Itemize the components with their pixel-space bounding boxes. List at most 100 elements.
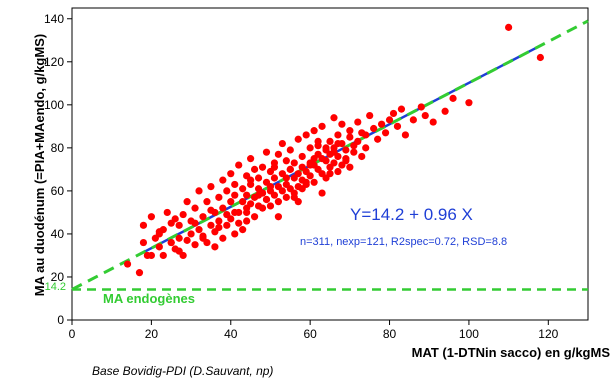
data-point [191, 241, 199, 249]
data-point [155, 228, 163, 236]
data-point [223, 187, 231, 195]
data-point [250, 165, 259, 173]
data-point [366, 111, 374, 120]
data-point [389, 109, 398, 118]
data-point [231, 191, 239, 199]
data-point [254, 174, 263, 182]
data-point [203, 198, 211, 206]
data-point [227, 215, 235, 223]
x-tick-label: 20 [145, 327, 159, 341]
regression-stats: n=311, nexp=121, R2spec=0.72, RSD=8.8 [300, 236, 507, 248]
axes: 0 20 40 60 80 100 120 0 20 40 60 80 100 120 140 [44, 12, 559, 341]
x-axis-title: MAT (1-DTNin sacco) en g/kgMS [412, 345, 611, 360]
data-point [266, 182, 275, 191]
data-point [302, 131, 310, 139]
data-point [270, 191, 279, 199]
y-tick-label: 40 [51, 227, 65, 241]
data-point [409, 116, 417, 124]
x-tick-label: 100 [459, 327, 479, 341]
data-point [195, 226, 203, 234]
y-tick-label: 80 [51, 141, 65, 155]
data-point [231, 230, 239, 238]
data-point [330, 159, 338, 167]
data-point [270, 174, 279, 182]
x-tick-label: 80 [383, 327, 397, 341]
y-tick-label: 60 [51, 184, 65, 198]
data-point [358, 152, 366, 161]
data-point [159, 251, 167, 260]
data-point [231, 208, 239, 217]
data-point [334, 131, 342, 139]
data-point [278, 139, 286, 148]
data-point [374, 135, 382, 143]
plot-frame [71, 7, 589, 321]
data-point [227, 198, 235, 206]
data-point [282, 157, 290, 165]
data-point [139, 221, 148, 229]
intercept-label: 14.2 [45, 281, 66, 293]
data-point [239, 226, 247, 234]
data-point [298, 152, 306, 161]
data-point [318, 189, 326, 197]
data-point [314, 137, 322, 146]
data-point [163, 208, 171, 217]
data-point [370, 124, 378, 133]
data-point [278, 187, 286, 195]
data-point [449, 94, 457, 102]
data-point [417, 103, 425, 111]
data-point [175, 221, 183, 229]
data-point [346, 133, 354, 141]
data-point [318, 122, 326, 130]
data-point [330, 114, 338, 122]
data-point [362, 144, 370, 152]
data-point [326, 170, 334, 178]
data-point [330, 148, 338, 156]
data-point [239, 185, 247, 193]
data-point [334, 139, 342, 148]
y-tick-label: 140 [44, 12, 64, 26]
data-point [282, 174, 290, 182]
source-caption: Base Bovidig-PDI (D.Sauvant, np) [92, 364, 273, 378]
data-point [266, 202, 275, 210]
data-point [334, 167, 342, 176]
data-point [175, 234, 183, 242]
data-point [306, 144, 314, 152]
data-point [179, 210, 187, 219]
x-tick-label: 60 [303, 327, 317, 341]
data-point [219, 176, 227, 184]
data-point [362, 131, 370, 139]
x-tick-label: 0 [69, 327, 76, 341]
data-point [207, 221, 215, 229]
data-point [195, 187, 203, 195]
data-point [346, 163, 354, 171]
data-point [215, 217, 223, 225]
data-point [354, 137, 362, 146]
data-point [290, 159, 298, 167]
data-point [223, 221, 231, 229]
data-point [191, 204, 199, 212]
data-point [294, 135, 302, 143]
data-point [171, 215, 179, 223]
data-point [187, 230, 195, 238]
y-tick-label: 20 [51, 270, 65, 284]
data-point [322, 157, 330, 165]
data-point [183, 236, 191, 244]
data-point [247, 155, 255, 163]
data-point [286, 146, 294, 154]
data-point [310, 127, 318, 135]
y-axis-title: MA au duodénum (=PIA+MAendo, g/kgMS) [32, 34, 47, 296]
data-point [167, 238, 175, 247]
data-point [250, 213, 259, 221]
data-point [243, 217, 251, 225]
data-point [274, 198, 282, 206]
data-point [354, 118, 362, 126]
data-point [155, 243, 163, 251]
x-tick-label: 120 [538, 327, 558, 341]
data-point [147, 213, 155, 221]
data-point [270, 163, 279, 171]
data-point [338, 120, 346, 128]
data-point [505, 23, 513, 31]
data-point [139, 238, 148, 247]
data-point [401, 131, 410, 139]
data-point [183, 198, 191, 206]
